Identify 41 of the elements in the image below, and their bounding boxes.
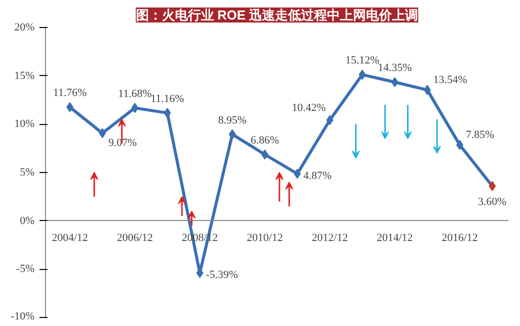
y-tick-label: -5% xyxy=(16,263,34,276)
point xyxy=(326,115,334,126)
data-label: 11.76% xyxy=(53,87,87,100)
point xyxy=(261,150,268,160)
data-label: 7.85% xyxy=(466,128,494,141)
data-label: 14.35% xyxy=(378,62,412,74)
y-tick-label: 10% xyxy=(14,118,35,130)
data-label: 11.68% xyxy=(118,88,152,100)
y-tick-label: 0% xyxy=(20,214,35,227)
data-label: -5.39% xyxy=(206,268,238,281)
point xyxy=(131,102,138,113)
point xyxy=(456,140,464,150)
data-label: 10.42% xyxy=(292,102,326,114)
chart-title: 图：火电行业 ROE 迅速走低过程中上网电价上调 xyxy=(136,8,418,22)
point xyxy=(424,84,431,95)
point xyxy=(164,108,171,118)
point xyxy=(98,128,106,138)
data-label: 3.60% xyxy=(478,196,506,208)
data-label: 6.86% xyxy=(250,134,280,147)
point xyxy=(358,70,366,80)
data-label: 8.95% xyxy=(218,114,247,126)
point xyxy=(391,77,398,88)
point xyxy=(294,168,301,179)
x-tick-label: 2004/12 xyxy=(52,232,88,244)
data-label: 13.54% xyxy=(433,74,468,86)
x-tick-label: 2014/12 xyxy=(376,232,413,244)
point xyxy=(66,102,74,112)
data-label: 11.16% xyxy=(150,92,184,105)
x-tick-label: 2006/12 xyxy=(116,232,153,244)
x-tick-label: 2010/12 xyxy=(246,232,283,244)
y-tick-label: 15% xyxy=(14,70,35,82)
x-tick-label: 2016/12 xyxy=(442,232,478,244)
y-tick-label: 5% xyxy=(20,166,35,178)
data-label: 4.87% xyxy=(303,170,332,182)
data-label: 9.07% xyxy=(108,137,137,150)
y-tick-label: 20% xyxy=(14,22,35,34)
point xyxy=(488,181,496,192)
x-tick-label: 2012/12 xyxy=(312,232,348,244)
point xyxy=(228,129,236,140)
y-tick-label: -10% xyxy=(10,310,34,322)
data-label: 15.12% xyxy=(345,54,380,67)
